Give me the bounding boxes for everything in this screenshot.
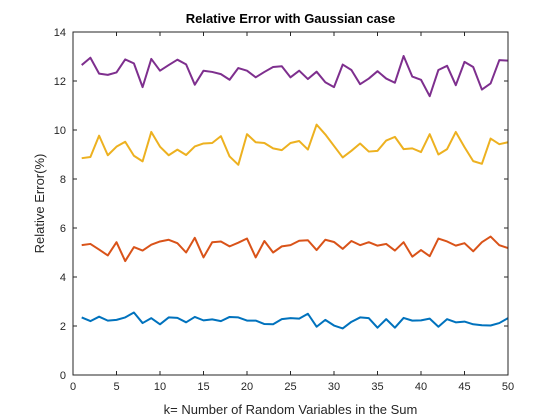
chart-title: Relative Error with Gaussian case	[186, 11, 396, 26]
series-line-2	[81, 235, 509, 263]
x-tick-label: 25	[284, 381, 296, 393]
x-tick-label: 50	[502, 381, 514, 393]
x-tick-label: 0	[70, 381, 76, 393]
y-tick-label: 6	[60, 223, 66, 235]
x-tick-label: 35	[371, 381, 383, 393]
y-tick-label: 2	[60, 321, 66, 333]
x-tick-label: 10	[154, 381, 166, 393]
y-tick-label: 14	[54, 27, 66, 39]
series-group	[81, 55, 509, 330]
y-tick-label: 8	[60, 174, 66, 186]
x-tick-label: 45	[458, 381, 470, 393]
series-line-4	[81, 55, 509, 98]
y-axis-label: Relative Error(%)	[32, 154, 47, 254]
y-tick-label: 0	[60, 370, 66, 382]
x-tick-label: 30	[328, 381, 340, 393]
x-axis-label: k= Number of Random Variables in the Sum	[164, 402, 418, 417]
x-tick-label: 5	[113, 381, 119, 393]
x-tick-label: 15	[197, 381, 209, 393]
series-line-1	[81, 311, 509, 330]
y-tick-label: 12	[54, 76, 66, 88]
y-tick-label: 4	[60, 272, 66, 284]
y-tick-label: 10	[54, 125, 66, 137]
x-tick-label: 40	[415, 381, 427, 393]
x-tick-label: 20	[241, 381, 253, 393]
axes-group: 0 5 10 15 20 25 30 35 40 45 50 0 2 4 6 8 10 12 14	[54, 27, 514, 393]
series-line-3	[81, 123, 509, 166]
